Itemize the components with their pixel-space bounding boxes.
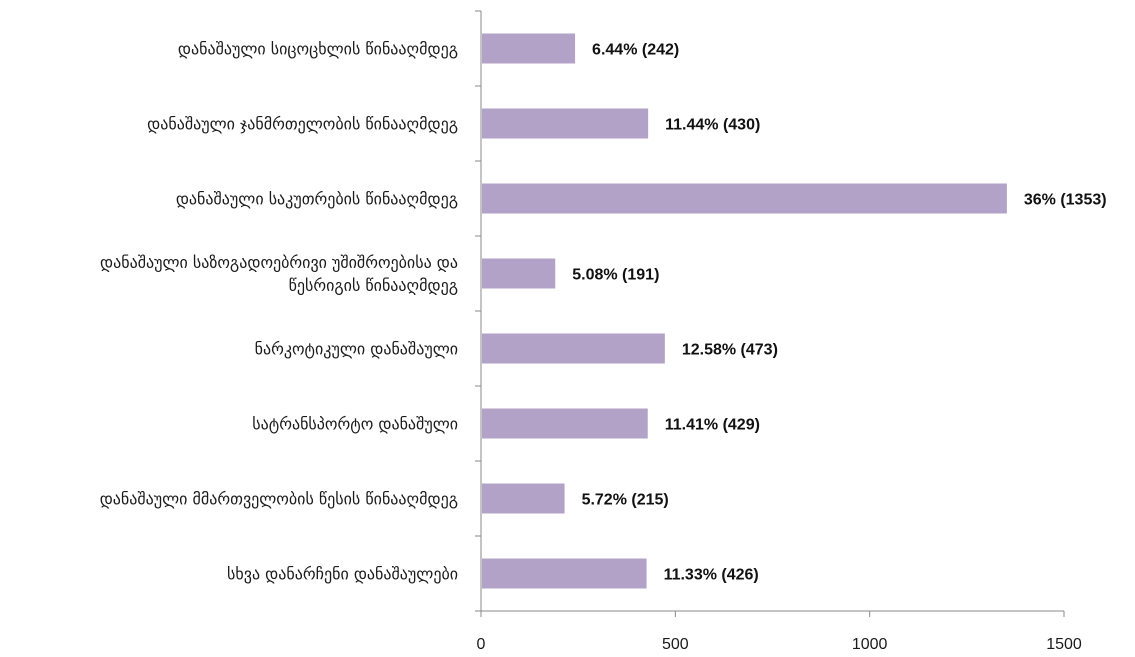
x-tick-label: 1500 xyxy=(1046,636,1082,653)
category-label-line: დანაშაული საზოგადოებრივი უშიშროებისა და xyxy=(100,253,458,272)
x-tick-label: 1000 xyxy=(852,636,888,653)
category-label-line: ნარკოტიკული დანაშაული xyxy=(255,340,458,359)
category-label: ნარკოტიკული დანაშაული xyxy=(255,340,458,359)
data-label: 11.41% (429) xyxy=(665,417,760,434)
bars xyxy=(482,33,1007,589)
bar xyxy=(482,558,647,589)
data-label: 11.33% (426) xyxy=(664,567,759,584)
category-label-line: დანაშაული საკუთრების წინააღმდეგ xyxy=(176,190,458,209)
bar xyxy=(482,258,556,289)
category-labels: დანაშაული სიცოცხლის წინააღმდეგ დანაშაული … xyxy=(100,40,458,584)
axes xyxy=(475,10,1065,617)
category-label: დანაშაული მმართველობის წესის წინააღმდეგ xyxy=(100,490,458,509)
data-label: 11.44% (430) xyxy=(665,117,760,134)
bar xyxy=(482,183,1007,214)
x-tick-label: 0 xyxy=(477,636,486,653)
bar xyxy=(482,33,576,64)
bar xyxy=(482,333,665,364)
category-label: დანაშაული სიცოცხლის წინააღმდეგ xyxy=(178,40,458,59)
data-labels: 6.44% (242) 11.44% (430) 36% (1353) 5.08% (… xyxy=(572,42,1106,584)
category-label-line: სხვა დანარჩენი დანაშაულები xyxy=(227,565,458,584)
data-label: 6.44% (242) xyxy=(592,42,679,59)
category-label-line: სატრანსპორტო დანაშული xyxy=(252,415,458,434)
category-label: დანაშაული საზოგადოებრივი უშიშროებისა და წ… xyxy=(100,253,458,295)
category-label-line: დანაშაული ჯანმრთელობის წინააღმდეგ xyxy=(147,115,458,134)
data-label: 5.72% (215) xyxy=(582,492,669,509)
data-label: 36% (1353) xyxy=(1024,192,1107,209)
category-label: სატრანსპორტო დანაშული xyxy=(252,415,458,434)
category-label-line: დანაშაული მმართველობის წესის წინააღმდეგ xyxy=(100,490,458,509)
bar xyxy=(482,483,565,514)
bar xyxy=(482,408,648,439)
x-tick-label: 500 xyxy=(662,636,689,653)
data-label: 12.58% (473) xyxy=(682,342,778,359)
category-label: დანაშაული ჯანმრთელობის წინააღმდეგ xyxy=(147,115,458,134)
category-label: სხვა დანარჩენი დანაშაულები xyxy=(227,565,458,584)
data-label: 5.08% (191) xyxy=(572,267,659,284)
bar xyxy=(482,108,649,139)
category-label: დანაშაული საკუთრების წინააღმდეგ xyxy=(176,190,458,209)
category-label-line: დანაშაული სიცოცხლის წინააღმდეგ xyxy=(178,40,458,59)
x-tick-labels: 0 500 1000 1500 xyxy=(477,636,1082,653)
category-label-line: წესრიგის წინააღმდეგ xyxy=(289,276,458,295)
